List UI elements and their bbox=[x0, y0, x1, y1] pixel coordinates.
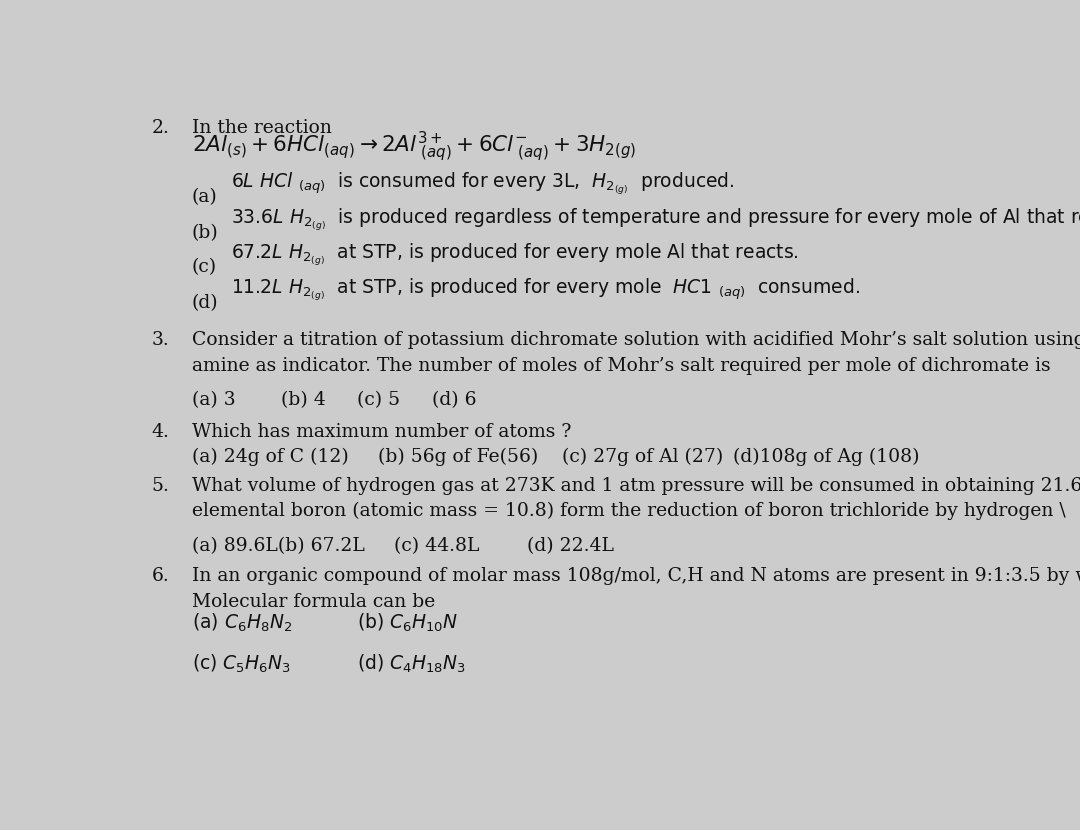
Text: Which has maximum number of atoms ?: Which has maximum number of atoms ? bbox=[192, 423, 571, 441]
Text: 5.: 5. bbox=[151, 476, 170, 495]
Text: (a) 3: (a) 3 bbox=[192, 391, 235, 409]
Text: What volume of hydrogen gas at 273K and 1 atm pressure will be consumed in obtai: What volume of hydrogen gas at 273K and … bbox=[192, 476, 1080, 495]
Text: $2Al_{(s)}+6HCl_{(aq)}\rightarrow 2Al^{3+}_{\ (aq)}+6Cl^{-}_{\ (aq)}+3H_{2(g)}$: $2Al_{(s)}+6HCl_{(aq)}\rightarrow 2Al^{3… bbox=[192, 129, 636, 164]
Text: (b) $C_6H_{10}N$: (b) $C_6H_{10}N$ bbox=[356, 612, 458, 634]
Text: (d)108g of Ag (108): (d)108g of Ag (108) bbox=[733, 447, 920, 466]
Text: (a): (a) bbox=[192, 188, 218, 206]
Text: In an organic compound of molar mass 108g/mol, C,H and N atoms are present in 9:: In an organic compound of molar mass 108… bbox=[192, 568, 1080, 585]
Text: 4.: 4. bbox=[151, 423, 170, 441]
Text: (d) 22.4L: (d) 22.4L bbox=[527, 537, 613, 554]
Text: elemental boron (atomic mass = 10.8) form the reduction of boron trichloride by : elemental boron (atomic mass = 10.8) for… bbox=[192, 502, 1066, 520]
Text: (b): (b) bbox=[192, 223, 218, 242]
Text: In the reaction: In the reaction bbox=[192, 119, 332, 137]
Text: (b) 56g of Fe(56): (b) 56g of Fe(56) bbox=[378, 447, 538, 466]
Text: (b) 4: (b) 4 bbox=[282, 391, 326, 409]
Text: amine as indicator. The number of moles of Mohr’s salt required per mole of dich: amine as indicator. The number of moles … bbox=[192, 357, 1051, 374]
Text: 3.: 3. bbox=[151, 331, 170, 349]
Text: $6L\ \mathit{HCl}\ _{(aq)}$  is consumed for every 3L,  $\mathit{H}_{2_{(g)}}$  : $6L\ \mathit{HCl}\ _{(aq)}$ is consumed … bbox=[231, 171, 734, 198]
Text: 6.: 6. bbox=[151, 568, 170, 585]
Text: (c) 44.8L: (c) 44.8L bbox=[394, 537, 480, 554]
Text: (c) 5: (c) 5 bbox=[356, 391, 400, 409]
Text: (c): (c) bbox=[192, 258, 217, 276]
Text: Molecular formula can be: Molecular formula can be bbox=[192, 593, 435, 611]
Text: (d) 6: (d) 6 bbox=[432, 391, 476, 409]
Text: $11.2L\ \mathit{H}_{2_{(g)}}$  at STP, is produced for every mole  $\mathit{HC1}: $11.2L\ \mathit{H}_{2_{(g)}}$ at STP, is… bbox=[231, 277, 861, 304]
Text: (c) 27g of Al (27): (c) 27g of Al (27) bbox=[562, 447, 724, 466]
Text: Consider a titration of potassium dichromate solution with acidified Mohr’s salt: Consider a titration of potassium dichro… bbox=[192, 331, 1080, 349]
Text: (a) 24g of C (12): (a) 24g of C (12) bbox=[192, 447, 349, 466]
Text: (d) $C_4H_{18}N_3$: (d) $C_4H_{18}N_3$ bbox=[356, 652, 465, 675]
Text: (a) 89.6L(b) 67.2L: (a) 89.6L(b) 67.2L bbox=[192, 537, 365, 554]
Text: (c) $C_5H_6N_3$: (c) $C_5H_6N_3$ bbox=[192, 652, 292, 675]
Text: (d): (d) bbox=[192, 294, 218, 312]
Text: $33.6L\ \mathit{H}_{2_{(g)}}$  is produced regardless of temperature and pressur: $33.6L\ \mathit{H}_{2_{(g)}}$ is produce… bbox=[231, 207, 1080, 233]
Text: $67.2L\ \mathit{H}_{2_{(g)}}$  at STP, is produced for every mole Al that reacts: $67.2L\ \mathit{H}_{2_{(g)}}$ at STP, is… bbox=[231, 241, 799, 268]
Text: (a) $C_6H_8N_2$: (a) $C_6H_8N_2$ bbox=[192, 612, 292, 634]
Text: 2.: 2. bbox=[151, 119, 170, 137]
